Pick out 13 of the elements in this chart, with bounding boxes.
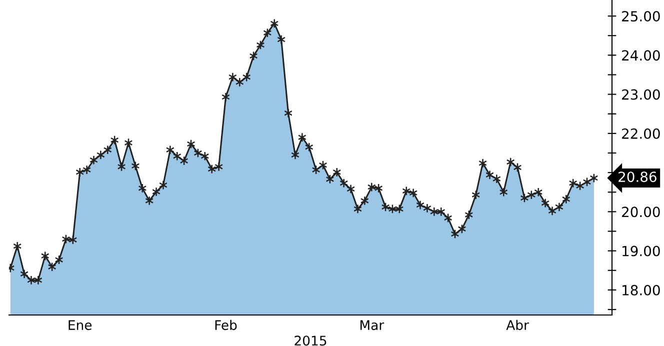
x-tick-label: Feb <box>215 320 237 330</box>
y-tick-label: 23.00 <box>622 89 660 100</box>
y-tick-label: 20.00 <box>622 206 660 218</box>
x-tick-label: Abr <box>506 320 529 330</box>
y-tick-label: 24.00 <box>622 50 660 61</box>
text: 20.86 <box>618 172 656 182</box>
y-tick-label: 18.00 <box>622 284 660 296</box>
x-tick-label: Ene <box>68 320 92 330</box>
y-tick-label: 19.00 <box>622 246 660 256</box>
x-tick-label: Mar <box>360 320 384 330</box>
x-axis-title: 2015 <box>294 336 326 346</box>
y-tick-label: 22.00 <box>622 128 660 139</box>
y-tick-label: 25.00 <box>622 11 660 22</box>
